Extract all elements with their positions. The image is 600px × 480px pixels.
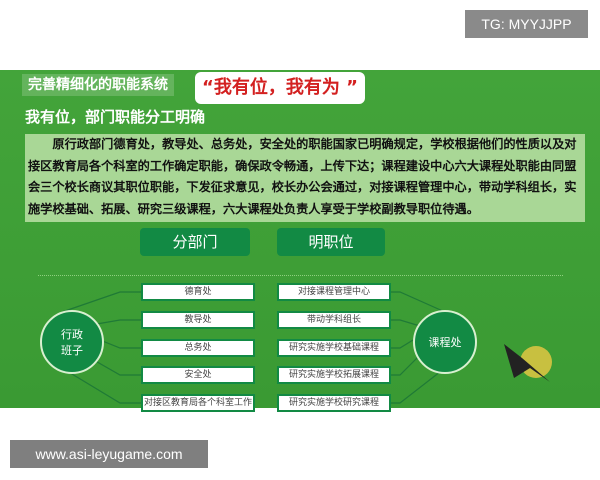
watermark: www.asi-leyugame.com bbox=[10, 440, 208, 468]
right-item: 对接课程管理中心 bbox=[277, 283, 391, 301]
left-item: 对接区教育局各个科室工作 bbox=[141, 394, 255, 412]
right-circle: 课程处 bbox=[413, 310, 477, 374]
right-item: 带动学科组长 bbox=[277, 311, 391, 329]
poster-image: 完善精细化的职能系统 “我有位，我有为 ” 我有位，部门职能分工明确 原行政部门… bbox=[0, 70, 600, 412]
left-item: 教导处 bbox=[141, 311, 255, 329]
right-circle-label: 课程处 bbox=[428, 336, 462, 349]
description-paragraph: 原行政部门德育处，教导处、总务处，安全处的职能国家已明确规定，学校根据他们的性质… bbox=[25, 134, 585, 222]
left-item: 总务处 bbox=[141, 339, 255, 357]
left-item: 安全处 bbox=[141, 366, 255, 384]
left-circle: 行政班子 bbox=[40, 310, 104, 374]
slogan: “我有位，我有为 ” bbox=[195, 72, 365, 104]
tg-badge: TG: MYYJJPP bbox=[465, 10, 588, 38]
right-item: 研究实施学校研究课程 bbox=[277, 394, 391, 412]
header-positions: 明职位 bbox=[277, 228, 385, 256]
divider bbox=[38, 275, 563, 276]
subtitle: 我有位，部门职能分工明确 bbox=[25, 108, 206, 126]
right-item: 研究实施学校基础课程 bbox=[277, 339, 391, 357]
header-departments: 分部门 bbox=[140, 228, 250, 256]
swallow-icon bbox=[504, 344, 552, 382]
right-item: 研究实施学校拓展课程 bbox=[277, 366, 391, 384]
left-item: 德育处 bbox=[141, 283, 255, 301]
left-circle-label: 行政班子 bbox=[61, 328, 83, 357]
poster-title: 完善精细化的职能系统 bbox=[22, 74, 174, 96]
